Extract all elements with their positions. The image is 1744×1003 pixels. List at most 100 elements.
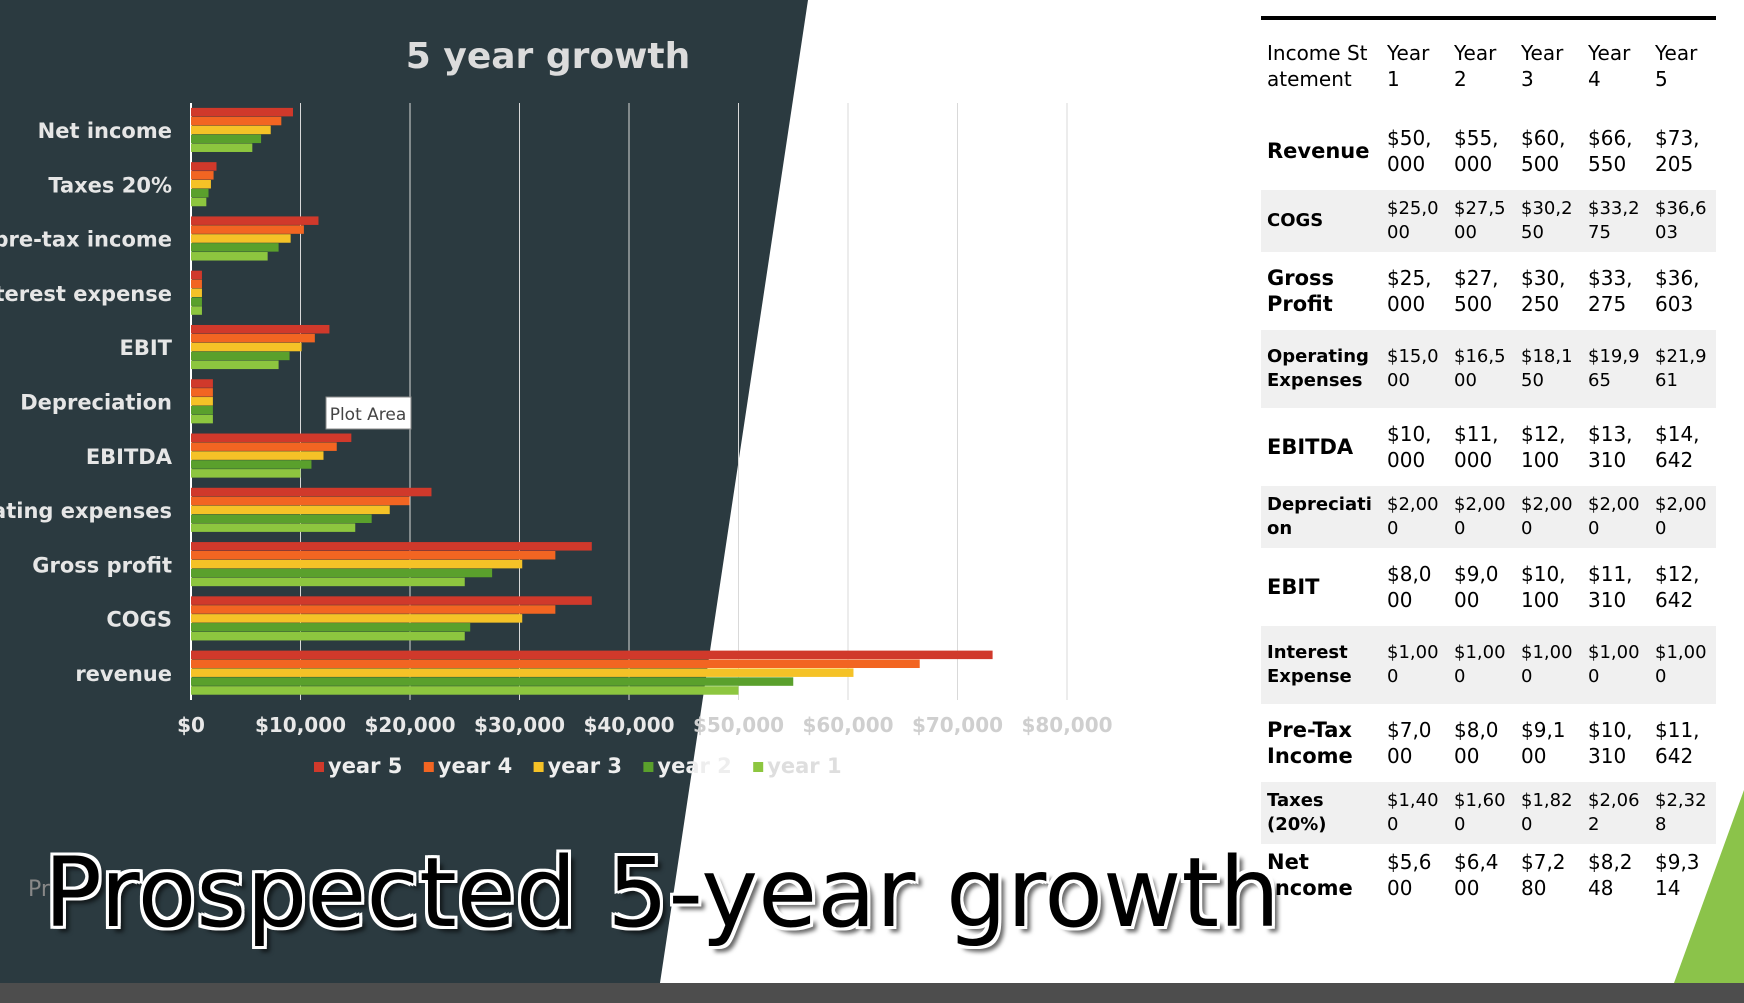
table-cell: $36,603 [1655,266,1700,316]
bar [191,405,213,415]
x-tick-label: $70,000 [912,713,1003,737]
table-cell: $33,275 [1582,190,1649,252]
bar [191,577,465,587]
table-cell: $2,000 [1515,486,1582,548]
table-cell: $9,314 [1655,850,1700,900]
table-cell: $1,000 [1649,626,1716,704]
header-cell: Year 1 [1387,41,1430,91]
header-cell: Year 5 [1655,41,1698,91]
bar [191,107,293,117]
legend-label[interactable]: year 1 [767,754,841,778]
bar [191,270,202,280]
table-cell: $18,150 [1515,330,1582,408]
category-label: COGS [106,608,172,632]
x-tick-label: $40,000 [583,713,674,737]
bar [191,623,471,632]
table-cell: $33,275 [1588,266,1633,316]
bar [191,243,279,252]
bar [191,216,319,225]
bar [191,351,290,361]
table-row: Net Income $5,600 $6,400 $7,280 $8,248 $… [1261,844,1716,906]
row-label: Gross Profit [1267,266,1335,316]
table-cell: $5,600 [1387,850,1432,900]
x-tick-label: $30,000 [474,713,565,737]
table-cell: $27,500 [1448,190,1515,252]
table-cell: $12,100 [1521,422,1566,472]
row-label: COGS [1261,190,1381,252]
bar [191,414,213,424]
category-label: Interest expense [0,282,172,306]
bar [191,297,202,306]
table-cell: $11,310 [1588,562,1633,612]
table-cell: $10,100 [1521,562,1566,612]
bar [191,324,330,334]
table-cell: $30,250 [1521,266,1566,316]
bar [191,397,213,406]
bar [191,487,432,497]
slide-title[interactable]: Prospected 5-year growth [44,837,1280,949]
legend-label[interactable]: year 3 [548,754,622,778]
bar [191,631,465,641]
table-cell: $50,000 [1387,126,1432,176]
row-label: Operating Expenses [1261,330,1381,408]
table-cell: $30,250 [1515,190,1582,252]
legend-label[interactable]: year 4 [438,754,512,778]
category-label: EBIT [120,336,173,360]
legend-swatch [753,762,764,772]
bar [191,134,262,144]
bar [191,279,202,289]
bar [191,677,794,686]
bar [191,686,739,695]
table-row: Taxes (20%) $1,400 $1,600 $1,820 $2,062 … [1261,782,1716,844]
bar [191,388,213,397]
table-cell: $10,310 [1588,718,1633,768]
bar [191,252,268,261]
bar [191,568,493,578]
table-row: Operating Expenses $15,000 $16,500 $18,1… [1261,330,1716,408]
x-tick-labels: $0 $10,000 $20,000 $30,000 $40,000 $50,000 $60… [177,713,1112,737]
table-cell: $1,000 [1448,626,1515,704]
bar [191,306,202,315]
table-cell: $27,500 [1454,266,1499,316]
table-cell: $7,280 [1521,850,1566,900]
table-cell: $19,965 [1582,330,1649,408]
category-label: Net income [38,119,172,143]
category-label: revenue [75,662,172,686]
bar [191,496,410,506]
bar [191,333,315,343]
bar [191,469,301,478]
tooltip-label: Plot Area [330,405,407,425]
legend[interactable]: year 5 year 4 year 3 year 2 year 1 [314,754,842,778]
x-tick-label: $60,000 [802,713,893,737]
category-labels: Net income Taxes 20% pre-tax income Interes… [0,119,173,686]
table-cell: $11,642 [1655,718,1700,768]
plot-area-tooltip: Plot Area [325,396,412,430]
bar [191,542,592,551]
table-cell: $2,328 [1649,782,1716,844]
bar [191,116,282,126]
bar [191,225,304,234]
table-row: COGS $25,000 $27,500 $30,250 $33,275 $36… [1261,190,1716,252]
bar [191,668,854,677]
row-label: Pre-Tax Income [1267,718,1353,768]
table-cell: $21,961 [1649,330,1716,408]
table-cell: $2,000 [1381,486,1448,548]
legend-label[interactable]: year 2 [657,754,731,778]
bar [191,559,523,569]
bar [191,514,372,523]
table-cell: $6,400 [1454,850,1499,900]
category-label: Taxes 20% [48,173,172,197]
table-cell: $73,205 [1655,126,1700,176]
bar [191,659,920,669]
legend-label[interactable]: year 5 [328,754,402,778]
table-cell: $8,248 [1588,850,1633,900]
x-tick-label: $20,000 [364,713,455,737]
bar [191,650,993,660]
row-label: Depreciation [1261,486,1381,548]
chart-title: 5 year growth [406,36,690,77]
income-statement-table: Income Statement Year 1 Year 2 Year 3 Ye… [1261,16,1716,906]
legend-swatch [643,762,654,772]
table-cell: $13,310 [1588,422,1633,472]
